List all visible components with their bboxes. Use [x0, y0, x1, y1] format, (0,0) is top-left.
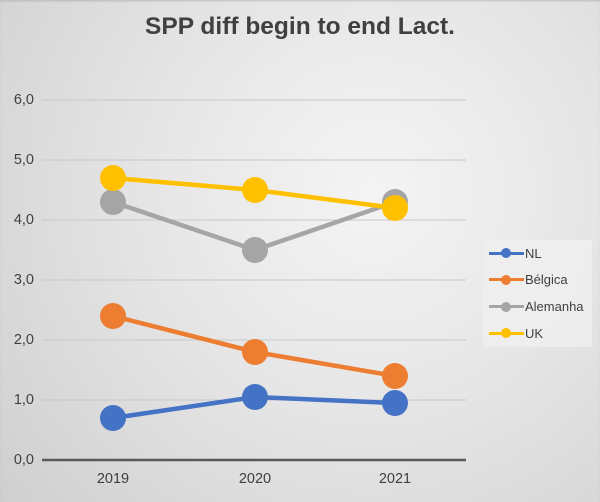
svg-text:2021: 2021 [379, 471, 411, 487]
svg-text:2,0: 2,0 [14, 332, 34, 348]
svg-text:6,0: 6,0 [14, 92, 34, 108]
svg-text:4,0: 4,0 [14, 212, 34, 228]
svg-text:2020: 2020 [239, 471, 271, 487]
svg-text:0,0: 0,0 [14, 452, 34, 468]
svg-text:2019: 2019 [97, 471, 129, 487]
svg-text:5,0: 5,0 [14, 152, 34, 168]
svg-text:1,0: 1,0 [14, 392, 34, 408]
svg-text:3,0: 3,0 [14, 272, 34, 288]
